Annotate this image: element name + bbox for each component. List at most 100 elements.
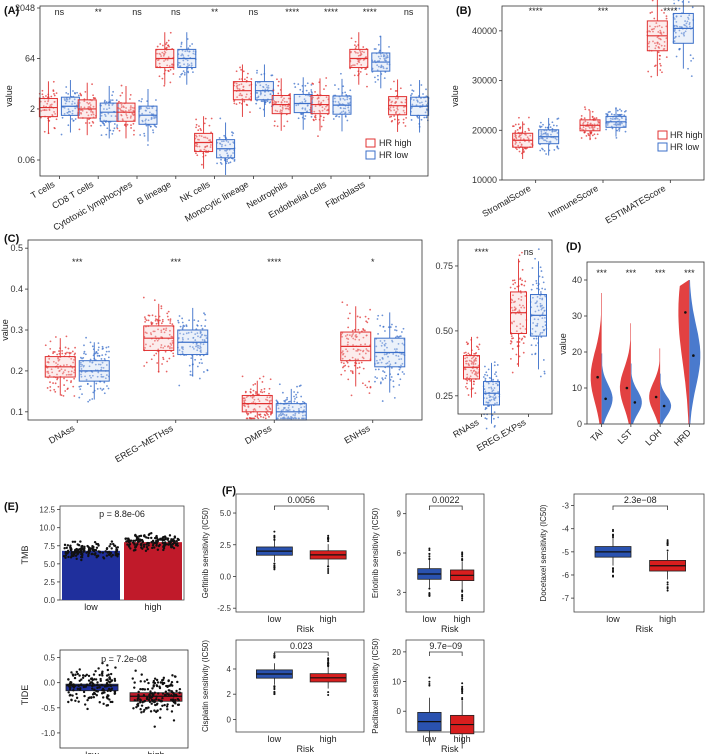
data-point <box>368 392 371 395</box>
data-point <box>110 115 113 117</box>
data-point <box>132 549 136 552</box>
outlier-point <box>461 599 464 602</box>
data-point <box>613 113 616 116</box>
data-point <box>314 118 317 121</box>
data-point <box>105 674 109 677</box>
data-point <box>148 314 151 317</box>
data-point <box>323 88 325 90</box>
data-point <box>236 96 239 99</box>
data-point <box>236 84 239 87</box>
data-point <box>137 540 141 543</box>
data-point <box>106 664 109 667</box>
y-tick-label: 10000 <box>472 175 497 185</box>
x-tick-label: DMPss <box>243 423 274 446</box>
data-point <box>248 84 251 87</box>
data-point <box>161 692 165 695</box>
data-point <box>147 536 150 540</box>
data-point <box>311 97 314 100</box>
data-point <box>356 62 359 65</box>
data-point <box>289 93 292 95</box>
data-point <box>53 94 56 97</box>
panel-label: (E) <box>4 501 19 513</box>
data-point <box>494 424 496 427</box>
data-point <box>522 151 525 154</box>
data-point <box>588 108 590 111</box>
data-point <box>166 703 169 706</box>
data-point <box>164 43 167 46</box>
median-point <box>596 375 599 379</box>
data-point <box>377 43 380 46</box>
data-point <box>79 548 82 551</box>
data-point <box>348 102 350 105</box>
data-point <box>105 547 109 551</box>
data-point <box>181 49 184 52</box>
data-point <box>261 391 264 394</box>
data-point <box>210 117 213 120</box>
data-point <box>155 684 158 687</box>
data-point <box>344 91 347 94</box>
data-point <box>69 545 72 549</box>
data-point <box>374 368 377 371</box>
data-point <box>232 152 234 154</box>
data-point <box>172 73 175 75</box>
data-point <box>587 125 590 128</box>
data-point <box>256 71 258 74</box>
data-point <box>64 390 67 392</box>
data-point <box>166 692 169 695</box>
data-point <box>204 154 207 157</box>
data-point <box>494 373 496 376</box>
data-point <box>516 129 519 131</box>
significance-label: *** <box>170 257 181 267</box>
data-point <box>92 545 95 549</box>
data-point <box>157 692 160 695</box>
data-point <box>421 103 424 106</box>
data-point <box>386 63 389 65</box>
x-tick-label: LOH <box>643 427 663 447</box>
data-point <box>303 98 306 101</box>
outlier-point <box>428 555 431 558</box>
data-point <box>659 64 662 67</box>
data-point <box>249 111 251 113</box>
data-point <box>521 279 524 282</box>
data-point <box>132 122 135 125</box>
data-point <box>63 112 66 115</box>
data-point <box>114 666 117 669</box>
data-point <box>83 106 86 109</box>
data-point <box>582 126 585 129</box>
data-point <box>279 105 282 108</box>
data-point <box>72 385 75 388</box>
data-point <box>390 109 392 112</box>
data-point <box>690 75 693 77</box>
data-point <box>52 382 54 384</box>
data-point <box>366 386 369 389</box>
data-point <box>95 382 98 385</box>
data-point <box>297 83 300 86</box>
median-point <box>692 354 695 357</box>
data-point <box>347 109 350 112</box>
data-point <box>543 372 546 375</box>
data-point <box>487 368 490 371</box>
data-point <box>595 117 598 119</box>
significance-label: ns <box>404 7 414 17</box>
data-point <box>287 97 290 100</box>
data-point <box>86 707 89 711</box>
data-point <box>201 362 203 365</box>
data-point <box>592 128 595 131</box>
data-point <box>236 86 239 89</box>
data-point <box>323 108 326 110</box>
data-point <box>128 109 130 112</box>
data-point <box>123 124 126 127</box>
data-point <box>102 696 105 699</box>
data-point <box>419 102 421 104</box>
data-point <box>675 55 678 58</box>
data-point <box>607 111 610 114</box>
outlier-point <box>612 567 614 570</box>
data-point <box>416 115 419 118</box>
outlier-point <box>461 597 464 600</box>
data-point <box>357 60 360 63</box>
data-point <box>120 104 123 106</box>
data-point <box>209 139 212 141</box>
data-point <box>164 536 167 539</box>
data-point <box>397 118 400 121</box>
data-point <box>81 552 84 556</box>
